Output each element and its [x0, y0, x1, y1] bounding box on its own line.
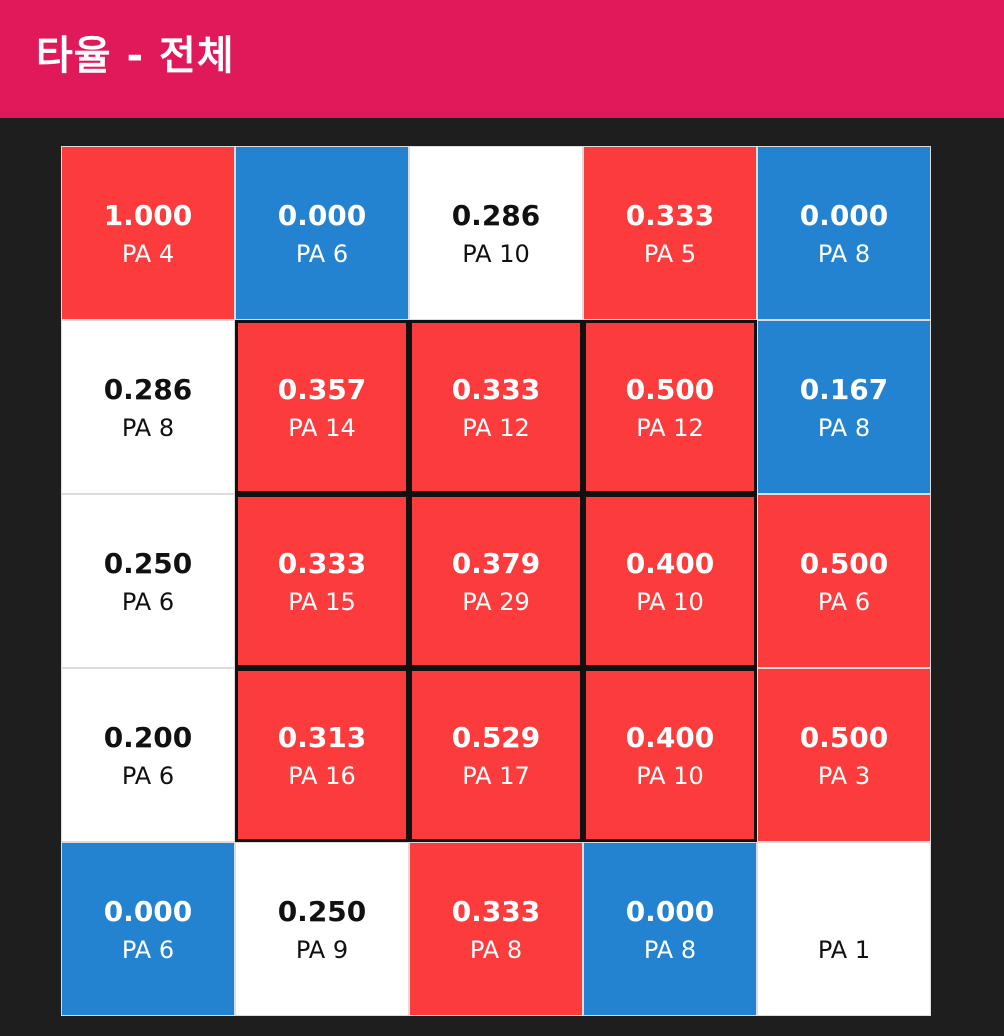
cell-plate-appearances: PA 8	[643, 936, 697, 964]
cell-batting-average: 0.333	[625, 199, 715, 232]
cell-plate-appearances: PA 1	[817, 936, 871, 964]
heatmap-cell-r4-c3: 0.000 PA 8	[583, 842, 757, 1016]
heatmap-cell-r0-c1: 0.000 PA 6	[235, 146, 409, 320]
heatmap-cell-r4-c4: PA 1	[757, 842, 931, 1016]
cell-plate-appearances: PA 8	[817, 414, 871, 442]
cell-plate-appearances: PA 12	[636, 414, 704, 442]
cell-plate-appearances: PA 8	[817, 240, 871, 268]
heatmap-cell-r0-c3: 0.333 PA 5	[583, 146, 757, 320]
cell-batting-average: 0.500	[799, 547, 889, 580]
cell-plate-appearances: PA 16	[288, 762, 356, 790]
cell-batting-average: 0.379	[451, 547, 541, 580]
cell-plate-appearances: PA 10	[462, 240, 530, 268]
heatmap-cell-r4-c2: 0.333 PA 8	[409, 842, 583, 1016]
cell-plate-appearances: PA 6	[121, 936, 175, 964]
cell-batting-average: 0.000	[625, 895, 715, 928]
heatmap-cell-r3-c4: 0.500 PA 3	[757, 668, 931, 842]
cell-plate-appearances: PA 17	[462, 762, 530, 790]
cell-batting-average: 0.500	[799, 721, 889, 754]
cell-batting-average: 0.529	[451, 721, 541, 754]
heatmap-cell-r3-c0: 0.200 PA 6	[61, 668, 235, 842]
heatmap-cell-r2-c1: 0.333 PA 15	[235, 494, 409, 668]
heatmap-cell-r2-c0: 0.250 PA 6	[61, 494, 235, 668]
heatmap-cell-r4-c1: 0.250 PA 9	[235, 842, 409, 1016]
cell-plate-appearances: PA 10	[636, 762, 704, 790]
cell-plate-appearances: PA 6	[121, 762, 175, 790]
cell-batting-average: 0.000	[277, 199, 367, 232]
cell-plate-appearances: PA 4	[121, 240, 175, 268]
heatmap-cell-r4-c0: 0.000 PA 6	[61, 842, 235, 1016]
cell-plate-appearances: PA 6	[121, 588, 175, 616]
heatmap-cell-r3-c2: 0.529 PA 17	[409, 668, 583, 842]
page-title: 타율 - 전체	[36, 33, 235, 79]
cell-plate-appearances: PA 6	[817, 588, 871, 616]
heatmap-cell-r2-c2: 0.379 PA 29	[409, 494, 583, 668]
heatmap-cell-r0-c2: 0.286 PA 10	[409, 146, 583, 320]
cell-batting-average: 0.357	[277, 373, 367, 406]
cell-plate-appearances: PA 8	[121, 414, 175, 442]
cell-plate-appearances: PA 6	[295, 240, 349, 268]
cell-batting-average: 0.333	[277, 547, 367, 580]
cell-batting-average: 0.200	[103, 721, 193, 754]
cell-batting-average: 0.500	[625, 373, 715, 406]
heatmap-cell-r1-c0: 0.286 PA 8	[61, 320, 235, 494]
cell-batting-average: 0.250	[103, 547, 193, 580]
cell-batting-average: 0.313	[277, 721, 367, 754]
hot-zone-heatmap: 1.000 PA 4 0.000 PA 6 0.286 PA 10 0.333 PA 5 0.0…	[61, 146, 931, 1016]
cell-plate-appearances: PA 10	[636, 588, 704, 616]
cell-plate-appearances: PA 12	[462, 414, 530, 442]
heatmap-cell-r3-c3: 0.400 PA 10	[583, 668, 757, 842]
heatmap-cell-r1-c3: 0.500 PA 12	[583, 320, 757, 494]
cell-plate-appearances: PA 3	[817, 762, 871, 790]
cell-batting-average: 0.400	[625, 721, 715, 754]
cell-batting-average: 1.000	[103, 199, 193, 232]
cell-batting-average: 0.000	[799, 199, 889, 232]
heatmap-cell-r2-c3: 0.400 PA 10	[583, 494, 757, 668]
cell-batting-average: 0.333	[451, 373, 541, 406]
cell-plate-appearances: PA 15	[288, 588, 356, 616]
cell-batting-average: 0.286	[451, 199, 541, 232]
heatmap-cell-r1-c4: 0.167 PA 8	[757, 320, 931, 494]
cell-plate-appearances: PA 5	[643, 240, 697, 268]
heatmap-cell-r0-c0: 1.000 PA 4	[61, 146, 235, 320]
cell-batting-average: 0.000	[103, 895, 193, 928]
cell-plate-appearances: PA 14	[288, 414, 356, 442]
heatmap-cell-r1-c2: 0.333 PA 12	[409, 320, 583, 494]
cell-batting-average: 0.250	[277, 895, 367, 928]
cell-batting-average: 0.400	[625, 547, 715, 580]
cell-plate-appearances: PA 29	[462, 588, 530, 616]
cell-plate-appearances: PA 8	[469, 936, 523, 964]
heatmap-cell-r2-c4: 0.500 PA 6	[757, 494, 931, 668]
heatmap-cell-r0-c4: 0.000 PA 8	[757, 146, 931, 320]
app-header: 타율 - 전체	[0, 0, 1004, 118]
cell-plate-appearances: PA 9	[295, 936, 349, 964]
cell-batting-average: 0.286	[103, 373, 193, 406]
cell-batting-average: 0.167	[799, 373, 889, 406]
cell-batting-average: 0.333	[451, 895, 541, 928]
heatmap-cell-r1-c1: 0.357 PA 14	[235, 320, 409, 494]
heatmap-cell-r3-c1: 0.313 PA 16	[235, 668, 409, 842]
